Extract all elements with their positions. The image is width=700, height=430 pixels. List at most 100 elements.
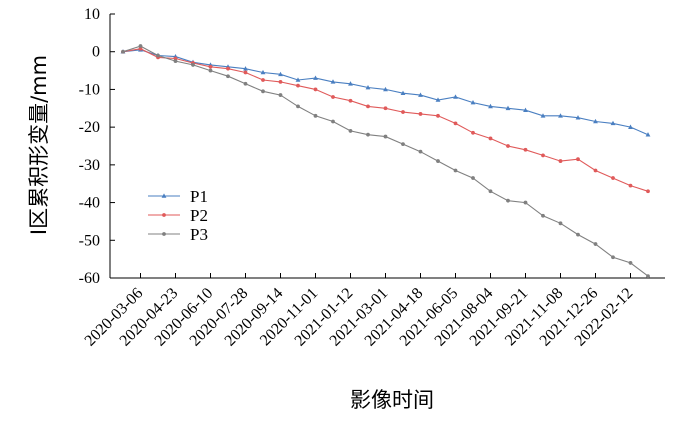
data-point-p1	[558, 113, 563, 118]
data-point-p1	[260, 69, 266, 75]
data-point-p2	[453, 121, 458, 126]
data-point-p3	[383, 134, 388, 139]
data-point-p2	[593, 168, 598, 173]
data-point-p2	[383, 106, 388, 111]
data-point-p1	[348, 81, 353, 86]
y-tick-label: -10	[79, 81, 100, 98]
data-point-p2	[243, 70, 248, 75]
x-axis-ticks: 2020-03-062020-04-232020-06-102020-07-28…	[82, 273, 636, 350]
data-point-p2	[278, 79, 283, 84]
data-point-p3	[558, 221, 563, 226]
series-p1	[120, 47, 651, 137]
data-point-p1	[488, 103, 493, 109]
data-point-p1	[523, 107, 528, 112]
data-point-p1	[435, 97, 441, 102]
data-point-p2	[138, 46, 143, 51]
series-line-p2	[122, 48, 649, 192]
data-point-p3	[523, 200, 528, 205]
y-tick-label: -60	[79, 270, 100, 287]
data-point-p3	[278, 93, 283, 97]
axes	[109, 14, 665, 279]
data-point-p2	[261, 78, 265, 82]
y-tick-label: -50	[79, 232, 100, 249]
y-axis-ticks: 10 0 -10 -20 -30 -40 -50 -60	[79, 6, 115, 287]
data-point-p2	[471, 130, 475, 135]
data-point-p3	[226, 74, 230, 79]
series-group	[120, 44, 651, 279]
legend-marker-p2	[162, 213, 166, 217]
data-point-p3	[366, 132, 370, 137]
data-point-p3	[506, 198, 510, 203]
data-point-p1	[628, 124, 633, 129]
data-point-p1	[470, 100, 476, 105]
data-point-p3	[138, 44, 143, 48]
y-tick-label: 0	[92, 44, 100, 61]
data-point-p3	[243, 81, 248, 86]
data-point-p1	[610, 120, 616, 126]
data-point-p3	[156, 53, 160, 58]
data-point-p1	[278, 71, 283, 77]
series-p2	[121, 46, 650, 194]
data-point-p1	[645, 132, 651, 137]
data-point-p2	[506, 144, 510, 148]
legend-marker-p3	[162, 232, 166, 236]
data-point-p3	[576, 232, 580, 237]
data-point-p2	[296, 83, 300, 88]
data-point-p2	[611, 176, 615, 180]
data-point-p3	[418, 149, 423, 154]
data-point-p3	[401, 142, 405, 147]
data-point-p3	[611, 255, 615, 260]
data-point-p3	[541, 213, 545, 218]
data-point-p2	[401, 110, 405, 114]
data-point-p2	[436, 113, 440, 118]
data-point-p3	[436, 159, 440, 163]
y-axis-title: I区累积形变量/mm	[27, 55, 51, 235]
data-point-p2	[331, 95, 335, 99]
data-point-p1	[540, 113, 546, 118]
data-point-p2	[208, 64, 213, 69]
legend-label-p2: P2	[190, 206, 208, 225]
series-p3	[121, 44, 650, 279]
data-point-p3	[593, 242, 598, 246]
data-point-p2	[366, 104, 370, 109]
data-point-p2	[576, 157, 580, 162]
data-point-p3	[453, 168, 458, 173]
data-point-p2	[523, 147, 528, 152]
data-point-p1	[418, 92, 423, 97]
legend-label-p1: P1	[190, 187, 208, 206]
data-point-p1	[593, 118, 598, 124]
data-point-p3	[261, 89, 265, 94]
data-point-p2	[226, 66, 230, 71]
data-point-p1	[295, 77, 301, 82]
data-point-p3	[471, 176, 475, 180]
data-point-p3	[296, 104, 300, 109]
data-point-p3	[121, 49, 125, 54]
data-point-p1	[400, 90, 406, 95]
data-point-p2	[558, 159, 563, 163]
data-point-p1	[575, 115, 581, 120]
data-point-p2	[173, 56, 178, 61]
y-tick-label: -40	[79, 195, 100, 212]
data-point-p3	[313, 113, 318, 118]
y-tick-label: -30	[79, 157, 100, 174]
data-point-p1	[330, 79, 336, 84]
y-tick-label: 10	[84, 6, 100, 23]
data-point-p2	[541, 153, 545, 158]
data-point-p1	[243, 66, 248, 71]
legend-marker-p1	[161, 193, 167, 198]
data-point-p2	[313, 87, 318, 92]
data-point-p1	[453, 94, 458, 99]
series-line-p1	[122, 49, 649, 136]
data-point-p2	[418, 112, 423, 116]
y-tick-label: -20	[79, 119, 100, 136]
data-point-p1	[505, 105, 511, 111]
data-point-p3	[488, 189, 493, 194]
legend-label-p3: P3	[190, 225, 208, 244]
data-point-p3	[348, 129, 353, 133]
data-point-p3	[173, 59, 178, 64]
data-point-p3	[331, 119, 335, 124]
data-point-p3	[628, 261, 633, 265]
